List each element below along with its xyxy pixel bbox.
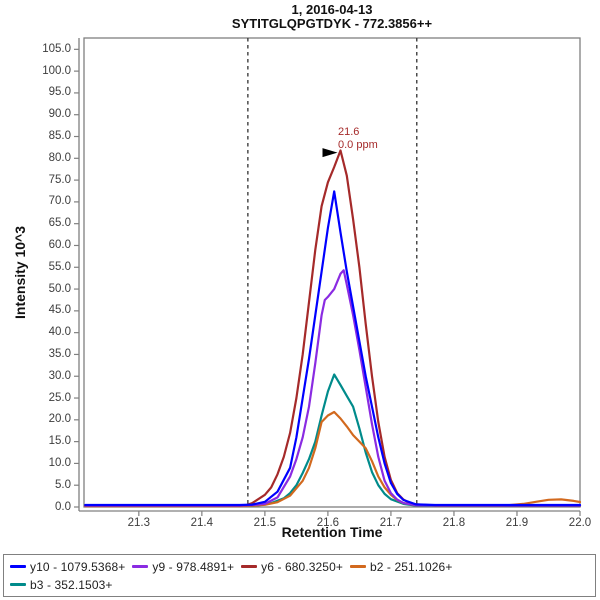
y-tick-label: 70.0 — [48, 195, 71, 208]
y-tick-label: 25.0 — [48, 391, 71, 404]
x-tick-label: 21.9 — [505, 517, 529, 529]
legend-item-y6: y6 - 680.3250+ — [241, 560, 343, 574]
peak-rt-label: 21.6 — [338, 126, 360, 139]
legend-item-b3: b3 - 352.1503+ — [10, 578, 112, 592]
x-tick-label: 21.7 — [379, 517, 403, 529]
y-tick-label: 35.0 — [48, 347, 71, 360]
x-tick-label: 21.3 — [127, 517, 151, 529]
y-axis-title: Intensity 10^3 — [12, 226, 28, 319]
legend-row: y10 - 1079.5368+ y9 - 978.4891+ y6 - 680.3… — [10, 559, 595, 575]
series-line-b3 — [84, 373, 582, 507]
legend-item-b2: b2 - 251.1026+ — [349, 559, 453, 574]
legend-row: b3 - 352.1503+ — [10, 577, 595, 593]
legend-item-label: y9 - 978.4891+ — [152, 559, 235, 574]
x-tick-label: 21.8 — [442, 517, 466, 529]
y-tick-label: 65.0 — [48, 217, 71, 230]
y-tick-label: 0.0 — [55, 500, 71, 513]
y-tick-label: 95.0 — [48, 86, 71, 99]
legend-item-label: b2 - 251.1026+ — [369, 559, 453, 574]
legend-swatch-icon — [10, 583, 26, 586]
x-tick-label: 21.4 — [190, 517, 214, 529]
y-tick-label: 55.0 — [48, 260, 71, 273]
series-line-b2 — [84, 410, 582, 508]
series-line-y9 — [84, 269, 582, 507]
legend-item-label: b3 - 352.1503+ — [30, 577, 113, 592]
legend-item-label: y10 - 1079.5368+ — [30, 559, 126, 574]
legend-item-y9: y9 - 978.4891+ — [132, 560, 234, 574]
legend: y10 - 1079.5368+ y9 - 978.4891+ y6 - 680.3… — [3, 554, 596, 597]
x-tick-label: 21.6 — [316, 517, 340, 529]
legend-swatch-icon — [10, 565, 26, 568]
y-tick-label: 40.0 — [48, 326, 71, 339]
y-tick-label: 60.0 — [48, 238, 71, 251]
legend-swatch-icon — [241, 565, 258, 568]
y-tick-label: 10.0 — [48, 456, 71, 469]
y-tick-label: 85.0 — [48, 130, 71, 142]
chart-title-replicate: 1, 2016-04-13 — [291, 2, 373, 17]
y-tick-label: 80.0 — [48, 151, 71, 164]
y-tick-label: 90.0 — [48, 108, 71, 121]
series-line-y10 — [84, 190, 582, 507]
y-tick-label: 30.0 — [48, 369, 71, 382]
legend-swatch-icon — [349, 565, 366, 568]
plot-border — [83, 37, 581, 508]
y-tick-label: 100.0 — [42, 64, 71, 77]
y-tick-label: 15.0 — [48, 435, 71, 448]
y-axis-title-box: Intensity 10^3 — [9, 38, 31, 507]
chart-title-peptide: SYTITGLQPGTDYK - 772.3856++ — [231, 16, 433, 31]
x-tick-label: 22.0 — [568, 517, 592, 529]
x-axis-title: Retention Time — [281, 524, 383, 540]
legend-item-y10: y10 - 1079.5368+ — [10, 560, 125, 574]
y-tick-label: 20.0 — [48, 413, 71, 426]
x-tick-label: 21.5 — [253, 517, 277, 529]
peak-apex-arrow-icon — [322, 148, 338, 158]
y-tick-label: 5.0 — [55, 478, 71, 491]
legend-swatch-icon — [132, 565, 149, 568]
y-tick-label: 45.0 — [48, 304, 71, 317]
y-tick-label: 105.0 — [42, 42, 71, 55]
peak-annotation: 21.6 0.0 ppm — [338, 126, 378, 151]
legend-item-label: y6 - 680.3250+ — [261, 559, 343, 574]
peak-ppm-label: 0.0 ppm — [338, 138, 378, 151]
y-tick-label: 50.0 — [48, 282, 71, 295]
y-tick-label: 75.0 — [48, 173, 71, 186]
